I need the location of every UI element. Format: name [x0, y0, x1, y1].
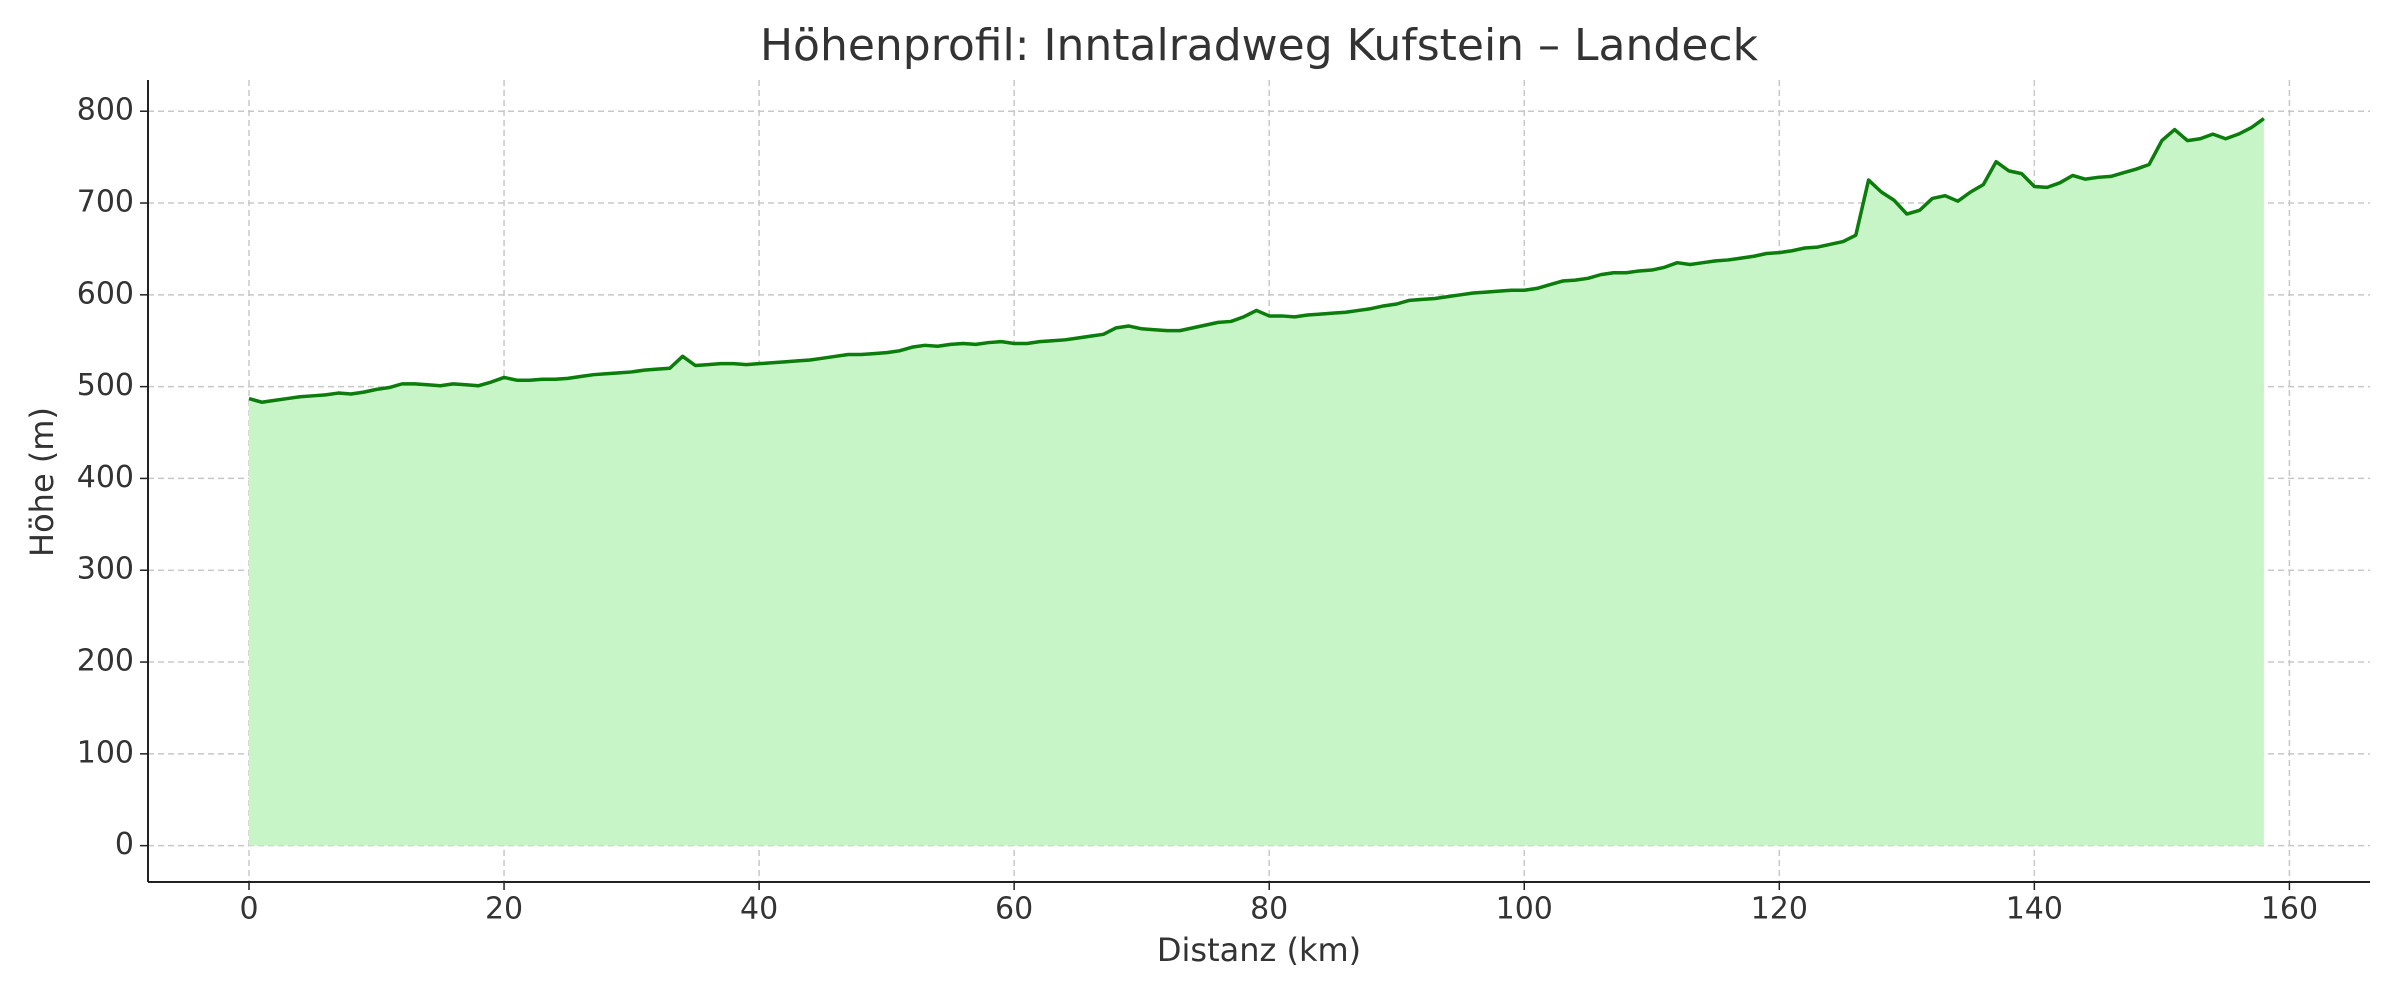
y-tick-label: 500 — [77, 368, 134, 403]
x-tick-label: 80 — [1250, 892, 1288, 927]
y-tick-label: 100 — [77, 735, 134, 770]
y-tick-label: 700 — [77, 185, 134, 220]
x-tick-label: 40 — [740, 892, 778, 927]
y-tick-label: 0 — [115, 827, 134, 862]
y-tick-label: 400 — [77, 460, 134, 495]
y-axis-label: Höhe (m) — [23, 407, 61, 557]
x-axis-label: Distanz (km) — [1157, 931, 1361, 969]
y-tick-label: 600 — [77, 276, 134, 311]
x-tick-label: 20 — [485, 892, 523, 927]
x-tick-label: 160 — [2261, 892, 2318, 927]
area-fill — [249, 118, 2264, 846]
y-tick-label: 800 — [77, 93, 134, 128]
profile-line — [248, 117, 2265, 404]
chart-title: Höhenprofil: Inntalradweg Kufstein – Lan… — [760, 20, 1759, 71]
y-tick-label: 200 — [77, 644, 134, 679]
x-tick-label: 100 — [1496, 892, 1553, 927]
x-tick-label: 0 — [239, 892, 258, 927]
y-tick-label: 300 — [77, 552, 134, 587]
x-tick-label: 120 — [1751, 892, 1808, 927]
x-tick-label: 140 — [2006, 892, 2063, 927]
x-tick-label: 60 — [995, 892, 1033, 927]
